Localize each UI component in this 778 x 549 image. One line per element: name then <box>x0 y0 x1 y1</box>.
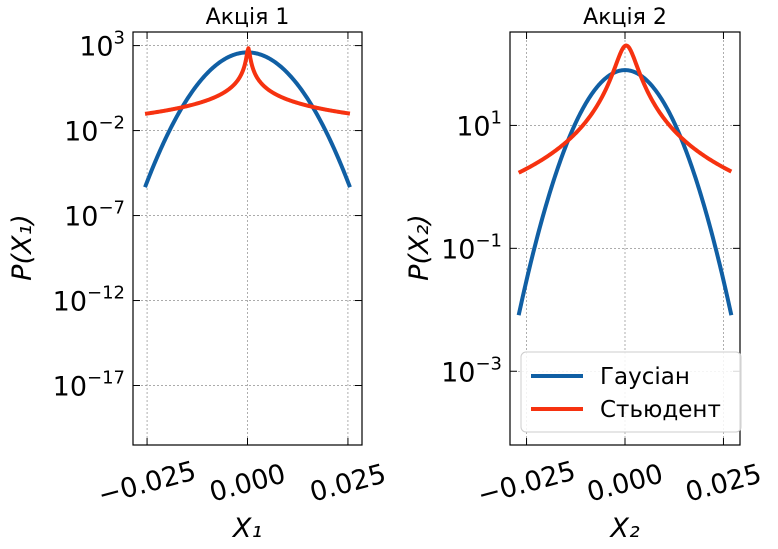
y-tick-base: 10 <box>441 234 475 265</box>
x-tick-label: −0.025 <box>95 456 200 512</box>
chart-title-left: Акція 1 <box>206 5 290 30</box>
y-tick-exponent: 1 <box>491 107 502 128</box>
y-tick-exponent: −3 <box>475 353 502 374</box>
x-tick-label: 0.025 <box>307 459 390 509</box>
y-tick-exponent: −2 <box>98 113 125 134</box>
legend-label-gaussian: Гаусіан <box>600 364 690 390</box>
x-axis-label-left: X₁ <box>231 513 262 544</box>
y-tick-base: 10 <box>64 202 98 233</box>
y-tick-base: 10 <box>456 111 490 142</box>
y-tick-base: 10 <box>64 117 98 148</box>
series-line-gaussian <box>516 68 734 316</box>
y-tick-base: 10 <box>53 287 87 318</box>
y-tick-label: 10−17 <box>53 368 125 403</box>
x-tick-label: 0.000 <box>206 459 289 509</box>
y-tick-exponent: −7 <box>98 198 125 219</box>
y-tick-exponent: −12 <box>87 283 125 304</box>
y-axis-label-left: P(X₁) <box>7 214 38 281</box>
y-tick-label: 10−7 <box>64 198 125 233</box>
x-tick-label: −0.025 <box>474 456 579 512</box>
chart-title-right: Акція 2 <box>583 5 667 30</box>
series-line-student <box>143 46 352 116</box>
y-tick-exponent: 3 <box>114 28 125 49</box>
y-tick-base: 10 <box>53 372 87 403</box>
y-tick-exponent: −1 <box>475 230 502 251</box>
legend-label-student: Стьюдент <box>600 397 721 423</box>
x-tick-label: 0.000 <box>584 459 667 509</box>
x-tick-label: 0.025 <box>682 459 765 509</box>
y-tick-label: 10−12 <box>53 283 125 318</box>
legend-box <box>520 351 742 433</box>
y-axis-label-right: P(X₂) <box>404 214 435 281</box>
y-tick-exponent: −17 <box>87 368 125 389</box>
y-tick-label: 103 <box>79 28 125 63</box>
y-tick-label: 10−1 <box>441 230 502 265</box>
y-tick-label: 101 <box>456 107 502 142</box>
y-tick-label: 10−3 <box>441 353 502 388</box>
series-line-student <box>517 43 733 175</box>
x-axis-label-right: X₂ <box>608 513 639 544</box>
y-tick-base: 10 <box>441 357 475 388</box>
y-tick-label: 10−2 <box>64 113 125 148</box>
legend: Гаусіан Стьюдент <box>520 351 742 433</box>
y-tick-base: 10 <box>79 32 113 63</box>
